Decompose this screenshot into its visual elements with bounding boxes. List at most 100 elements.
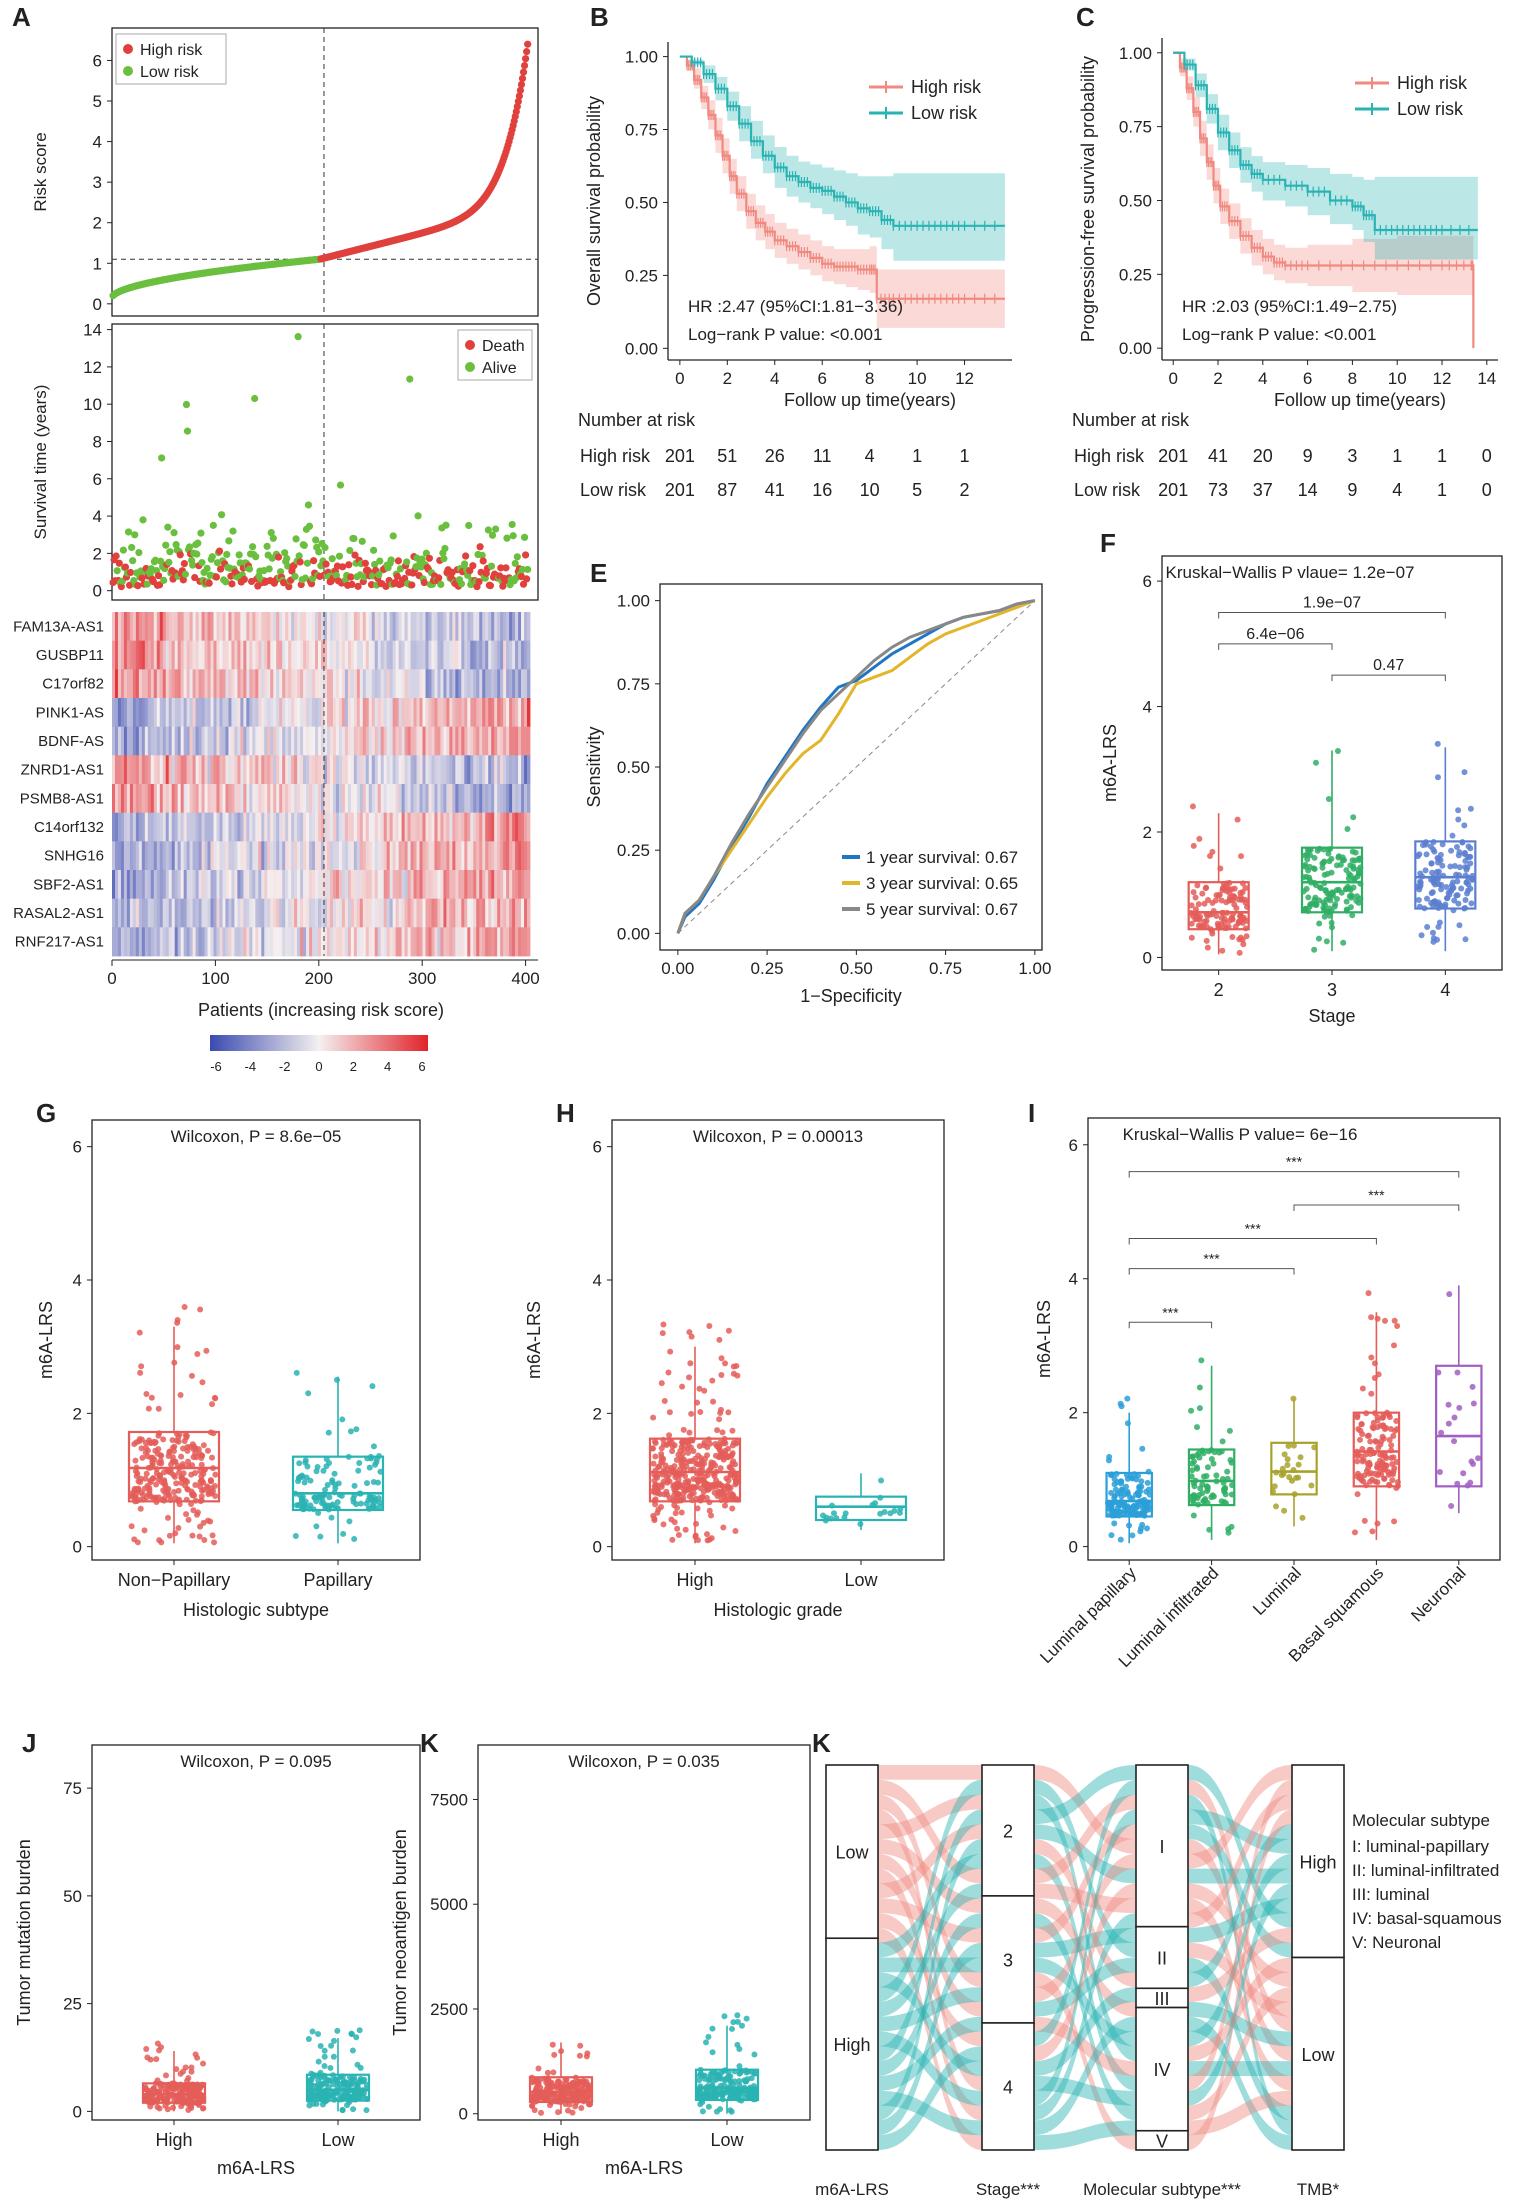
data-point [304, 1463, 311, 1470]
heatmap-cell [231, 612, 235, 642]
panel-letter-H: H [556, 1098, 575, 1128]
death-point [138, 574, 146, 582]
heatmap-cell [386, 927, 391, 957]
alive-point [396, 565, 405, 573]
heatmap-cell [294, 870, 298, 900]
heatmap-cell [437, 812, 441, 842]
heatmap-cell [189, 784, 194, 814]
heatmap-cell [341, 841, 346, 871]
heatmap-cell [425, 898, 429, 928]
data-point [1139, 1508, 1146, 1515]
data-point [704, 1452, 711, 1459]
heatmap-cell [359, 927, 364, 957]
heatmap-cell [150, 726, 155, 756]
data-point [143, 2045, 150, 2052]
heatmap-cell [431, 755, 435, 785]
heatmap-cell [416, 784, 420, 814]
heatmap-cell [183, 898, 188, 928]
heatmap-cell [434, 812, 438, 842]
heatmap-cell [150, 669, 155, 699]
heatmap-cell [335, 669, 340, 699]
heatmap-cell [524, 755, 528, 785]
heatmap-cell [225, 841, 229, 871]
heatmap-cell [276, 726, 280, 756]
heatmap-cell [458, 640, 462, 670]
heatmap-cell [422, 870, 426, 900]
heatmap-cell [350, 669, 355, 699]
legend-label: Low risk [911, 103, 978, 123]
heatmap-cell [267, 870, 271, 900]
heatmap-cell [126, 812, 131, 842]
heatmap-cell [386, 726, 391, 756]
heatmap-cell [512, 898, 516, 928]
heatmap-cell [506, 870, 510, 900]
heatmap-cell [216, 784, 220, 814]
heatmap-cell [249, 726, 253, 756]
heatmap-cell [362, 927, 367, 957]
data-point [1335, 854, 1342, 861]
gene-label: ZNRD1-AS1 [21, 762, 104, 779]
data-point [1436, 1468, 1443, 1475]
data-point [725, 1445, 732, 1452]
risk-count: 87 [717, 480, 737, 500]
heatmap-cell [515, 927, 519, 957]
heatmap-cell [446, 698, 450, 728]
heatmap-cell [479, 812, 483, 842]
heatmap-cell [437, 898, 441, 928]
heatmap-cell [395, 784, 400, 814]
heatmap-cell [473, 698, 477, 728]
heatmap-cell [329, 640, 334, 670]
heatmap-cell [312, 698, 316, 728]
heatmap-cell [371, 812, 376, 842]
death-point [348, 580, 356, 588]
heatmap-cell [297, 726, 301, 756]
alive-point [437, 580, 445, 589]
heatmap-cell [201, 841, 205, 871]
heatmap-cell [476, 640, 480, 670]
heatmap-cell [288, 812, 292, 842]
data-point [1443, 895, 1450, 902]
heatmap-cell [341, 812, 346, 842]
data-point [1329, 889, 1336, 896]
heatmap-cell [222, 784, 226, 814]
heatmap-cell [347, 784, 352, 814]
heatmap-cell [410, 870, 414, 900]
data-point [1240, 914, 1247, 921]
data-point [1312, 759, 1319, 766]
heatmap-cell [455, 755, 459, 785]
data-point [197, 1479, 204, 1486]
heatmap-cell [452, 698, 456, 728]
heatmap-cell [443, 927, 447, 957]
death-point [502, 564, 510, 572]
heatmap-cell [297, 870, 301, 900]
heatmap-cell [159, 726, 164, 756]
heatmap-cell [300, 612, 304, 642]
heatmap-cell [282, 898, 286, 928]
heatmap-cell [285, 755, 289, 785]
heatmap-cell [192, 669, 196, 699]
death-point [212, 573, 221, 581]
heatmap-cell [129, 841, 134, 871]
heatmap-cell [386, 640, 391, 670]
data-point [200, 2105, 207, 2112]
heatmap-cell [356, 812, 361, 842]
heatmap-cell [237, 812, 241, 842]
heatmap-cell [503, 698, 507, 728]
heatmap-cell [171, 812, 176, 842]
risk-count: 73 [1208, 480, 1228, 500]
y-tick-label: 75 [63, 1779, 82, 1798]
data-point [160, 1487, 167, 1494]
data-point [660, 1521, 667, 1528]
data-point [1321, 913, 1328, 920]
risk-count: 10 [860, 480, 880, 500]
x-tick-label: 8 [865, 369, 874, 388]
data-point [1129, 1532, 1136, 1539]
heatmap-cell [332, 640, 337, 670]
heatmap-cell [150, 898, 155, 928]
risk-point [515, 92, 523, 100]
data-point [678, 1457, 685, 1464]
heatmap-cell [401, 841, 405, 871]
data-point [138, 1363, 145, 1370]
data-point [175, 1434, 182, 1441]
heatmap-cell [117, 812, 122, 842]
